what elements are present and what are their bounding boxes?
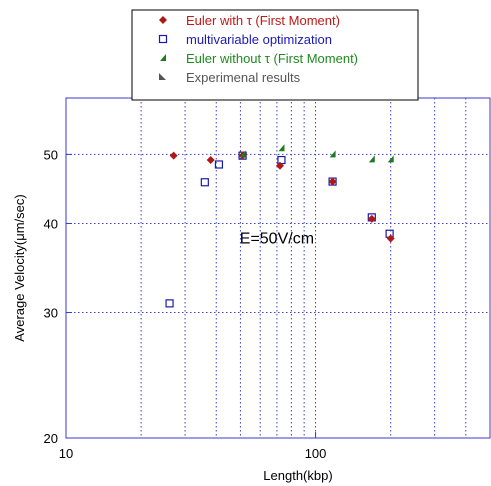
legend-box [131, 9, 419, 101]
data-point [165, 299, 174, 308]
data-point [278, 144, 285, 152]
grid-lines [66, 98, 490, 438]
data-point [214, 160, 224, 169]
data-point [200, 178, 209, 187]
data-point [329, 150, 336, 158]
legend-label: Euler without τ (First Moment) [186, 51, 358, 66]
data-point [387, 155, 394, 163]
legend-marker [159, 73, 166, 80]
legend-label: multivariable optimization [186, 32, 332, 47]
x-axis-title: Length(kbp) [263, 468, 332, 483]
data-point [206, 156, 215, 165]
x-tick-label: 10 [59, 446, 73, 461]
data-point [386, 234, 395, 243]
legend: Euler with τ (First Moment) multivariable… [131, 9, 419, 101]
data-point [169, 151, 178, 160]
legend-marker [158, 34, 168, 44]
data-point [277, 155, 286, 165]
data-point [239, 150, 246, 158]
data-point [328, 177, 337, 186]
plot-area-frame [65, 97, 491, 439]
data-point [367, 214, 376, 223]
y-tick-label: 40 [44, 216, 58, 231]
y-axis-title: Average Velocity(μm/sec) [12, 194, 27, 341]
axes: 10 100 20 30 40 50 [44, 147, 327, 461]
data-point [275, 161, 284, 170]
x-tick-label: 100 [305, 446, 327, 461]
legend-label: Experimenal results [186, 70, 301, 85]
data-markers [165, 144, 395, 308]
legend-label: Euler with τ (First Moment) [186, 13, 340, 28]
field-annotation: E=50V/cm [240, 230, 314, 247]
legend-marker [160, 54, 166, 61]
legend-marker [159, 16, 167, 24]
data-point [368, 155, 375, 163]
y-tick-label: 30 [44, 306, 58, 321]
y-tick-label: 20 [44, 431, 58, 446]
y-tick-label: 50 [44, 147, 58, 162]
